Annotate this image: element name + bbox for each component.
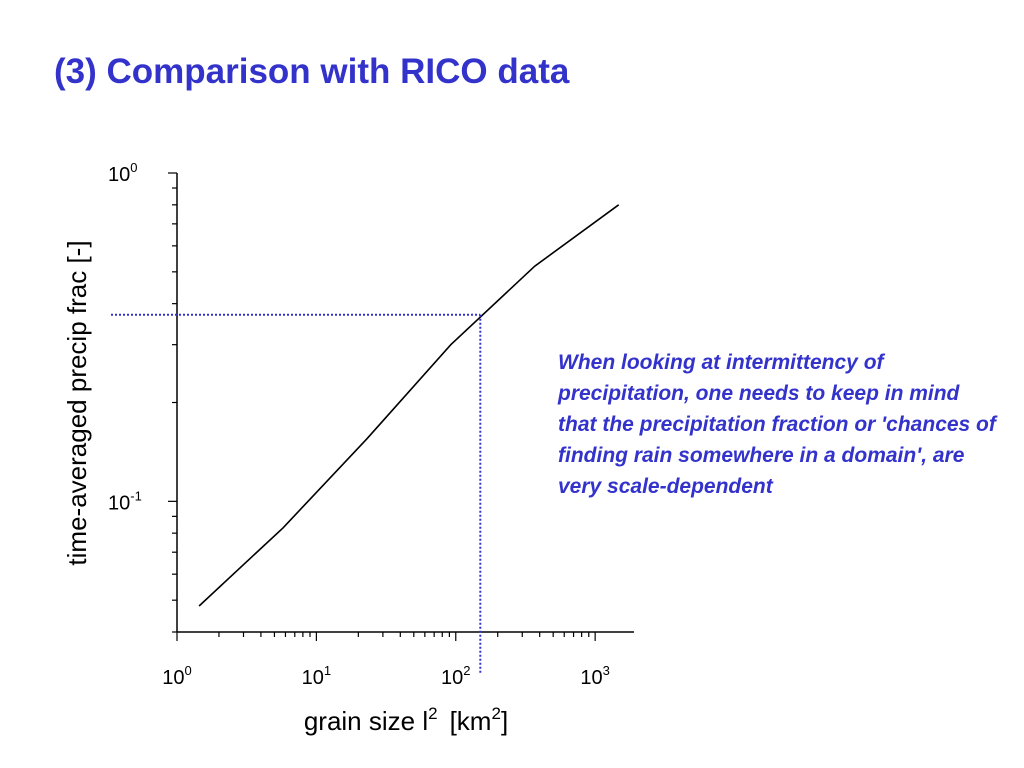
series-layer — [198, 204, 620, 607]
series-line — [198, 204, 620, 607]
reference-guides — [111, 313, 482, 674]
x-axis-title-unit: [km — [450, 706, 492, 736]
x-tick-labels: 100 101 102 103 — [162, 663, 610, 689]
x-axis-title-base: grain size l — [304, 706, 428, 736]
y-tick-labels: 100 10-1 — [108, 160, 142, 514]
y-ticks — [168, 172, 177, 633]
x-tick-label: 102 — [441, 663, 470, 689]
y-tick-label: 10-1 — [108, 488, 142, 514]
x-tick-label: 100 — [162, 663, 191, 689]
annotation-text: When looking at intermittency of precipi… — [558, 351, 996, 498]
x-ticks — [176, 632, 596, 641]
x-tick-label: 101 — [302, 663, 331, 689]
x-axis-title-sup: 2 — [428, 704, 437, 723]
x-axis-title-unit-close: ] — [501, 706, 508, 736]
x-axis-title: grain size l2 [km2] — [304, 704, 508, 736]
y-axis-title: time-averaged precip frac [-] — [62, 240, 92, 565]
y-tick-label: 100 — [108, 160, 137, 186]
x-axis-title-unit-sup: 2 — [491, 704, 500, 723]
slide-title: (3) Comparison with RICO data — [54, 52, 570, 91]
x-tick-label: 103 — [580, 663, 609, 689]
